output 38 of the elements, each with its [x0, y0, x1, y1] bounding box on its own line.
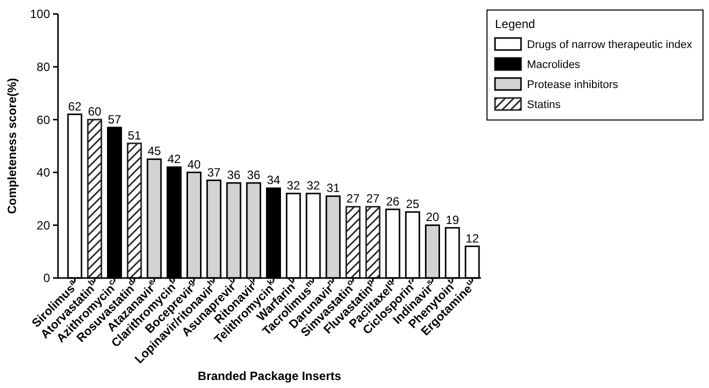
y-tick-label: 60 — [36, 112, 50, 127]
bar — [87, 118, 102, 279]
data-label: 32 — [306, 178, 320, 193]
data-label: 25 — [406, 197, 420, 211]
data-label: 34 — [266, 173, 280, 188]
bar — [365, 206, 380, 279]
data-label: 19 — [446, 212, 460, 227]
data-label: 20 — [426, 210, 440, 224]
data-label: 12 — [466, 231, 480, 246]
data-label: 51 — [128, 128, 142, 142]
x-axis-title: Branded Package Inserts — [198, 369, 342, 383]
data-label: 40 — [187, 157, 201, 172]
data-label: 27 — [346, 192, 360, 206]
data-label: 60 — [88, 104, 102, 119]
data-label: 62 — [68, 99, 82, 114]
y-tick-label: 40 — [36, 166, 50, 180]
y-tick-label: 0 — [43, 271, 50, 286]
data-label: 31 — [326, 181, 340, 196]
legend-label: Statins — [527, 99, 562, 111]
data-label: 37 — [207, 165, 221, 180]
data-label: 42 — [167, 152, 182, 166]
y-tick-label: 20 — [36, 218, 50, 232]
data-label: 32 — [286, 178, 300, 193]
data-label: 27 — [366, 192, 380, 206]
legend-label: Protease inhibitors — [527, 79, 619, 91]
y-tick-label: 100 — [30, 7, 50, 22]
legend-label: Drugs of narrow therapeutic index — [527, 39, 693, 51]
data-label: 36 — [227, 168, 241, 182]
data-label: 45 — [148, 144, 162, 158]
data-label: 26 — [386, 194, 400, 208]
legend-title: Legend — [495, 17, 536, 31]
bar — [345, 206, 361, 279]
y-tick-label: 80 — [36, 60, 50, 74]
data-label: 57 — [108, 112, 122, 127]
legend-label: Macrolides — [527, 59, 581, 71]
bar — [126, 142, 142, 279]
data-label: 36 — [246, 168, 261, 182]
y-axis-title: Completeness score(%) — [5, 78, 19, 214]
